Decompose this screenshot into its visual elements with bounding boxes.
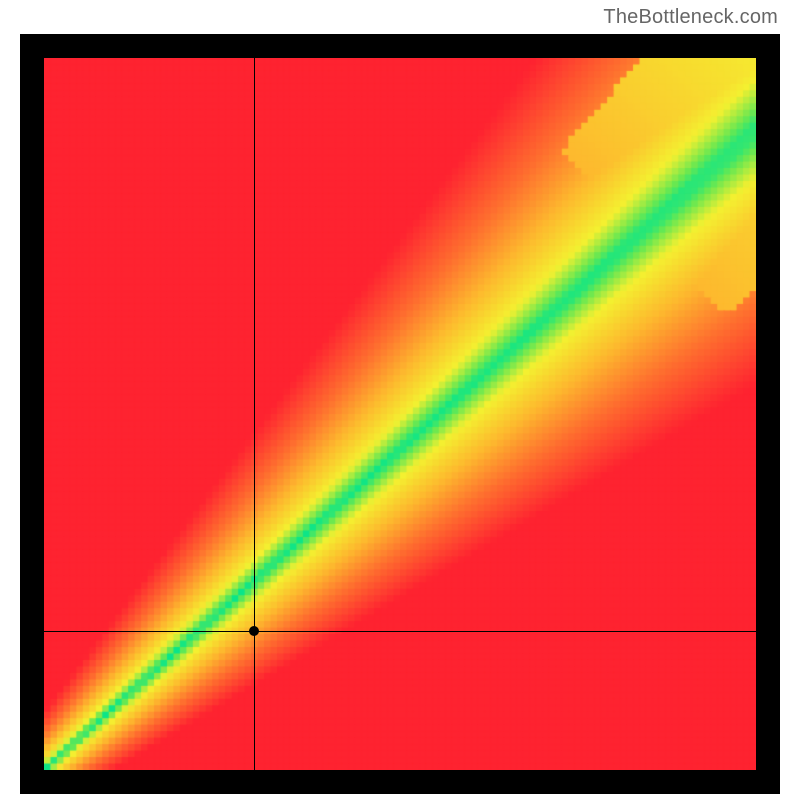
crosshair-vertical-line [254,58,255,770]
crosshair-horizontal-line [44,631,756,632]
crosshair-marker [249,626,259,636]
chart-container: TheBottleneck.com [0,0,800,800]
attribution-text: TheBottleneck.com [603,6,778,29]
plot-outer-frame [20,34,780,794]
heatmap-canvas [44,58,756,770]
